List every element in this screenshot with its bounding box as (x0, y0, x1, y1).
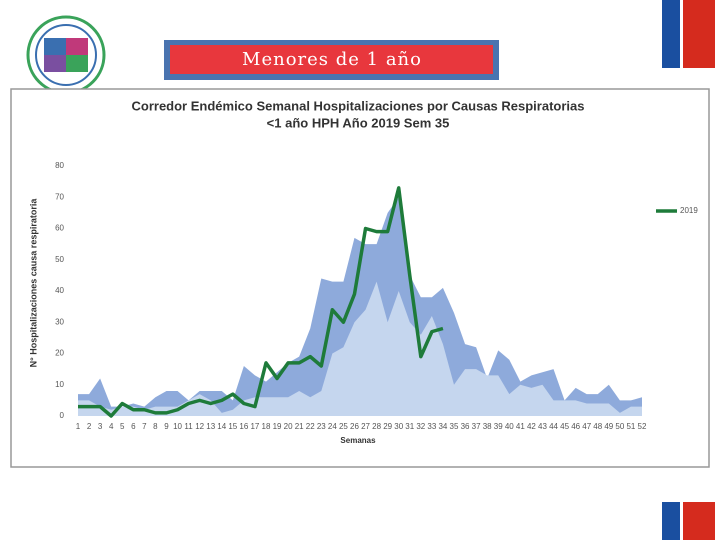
x-tick-label: 28 (372, 422, 381, 431)
x-tick-label: 50 (615, 422, 624, 431)
x-tick-label: 42 (527, 422, 536, 431)
x-tick-label: 35 (450, 422, 459, 431)
x-tick-label: 32 (416, 422, 425, 431)
flag-red (683, 0, 715, 68)
x-tick-label: 36 (461, 422, 470, 431)
x-tick-label: 19 (273, 422, 282, 431)
y-axis-label: N° Hospitalizaciones causa respiratoria (28, 198, 38, 368)
x-tick-label: 47 (582, 422, 591, 431)
x-tick-label: 40 (505, 422, 514, 431)
x-tick-label: 52 (638, 422, 647, 431)
y-tick-label: 80 (55, 161, 64, 170)
x-tick-label: 39 (494, 422, 503, 431)
x-tick-label: 48 (593, 422, 602, 431)
x-tick-label: 30 (394, 422, 403, 431)
x-tick-label: 29 (383, 422, 392, 431)
x-tick-label: 16 (239, 422, 248, 431)
x-tick-label: 38 (483, 422, 492, 431)
x-tick-label: 37 (472, 422, 481, 431)
x-tick-label: 24 (328, 422, 337, 431)
x-tick-label: 14 (217, 422, 226, 431)
line-2019 (78, 186, 444, 418)
x-axis-label: Semanas (340, 436, 376, 445)
y-tick-label: 10 (55, 380, 64, 389)
x-tick-label: 22 (306, 422, 315, 431)
x-tick-label: 26 (350, 422, 359, 431)
area (78, 197, 642, 416)
y-tick-label: 60 (55, 224, 64, 233)
x-tick-label: 12 (195, 422, 204, 431)
y-tick-label: 0 (60, 411, 65, 420)
x-tick-label: 17 (250, 422, 259, 431)
x-tick-label: 51 (626, 422, 635, 431)
x-tick-label: 10 (173, 422, 182, 431)
x-tick-label: 45 (560, 422, 569, 431)
x-tick-label: 21 (295, 422, 304, 431)
x-tick-label: 7 (142, 422, 147, 431)
x-tick-label: 6 (131, 422, 136, 431)
x-tick-label: 4 (109, 422, 114, 431)
x-tick-label: 3 (98, 422, 103, 431)
x-tick-label: 15 (228, 422, 237, 431)
area (78, 281, 642, 416)
chart-subtitle: <1 año HPH Año 2019 Sem 35 (267, 115, 450, 130)
x-tick-label: 2 (87, 422, 92, 431)
chart-title: Corredor Endémico Semanal Hospitalizacio… (132, 98, 585, 113)
x-tick-label: 46 (571, 422, 580, 431)
x-tick-label: 43 (538, 422, 547, 431)
x-tick-label: 23 (317, 422, 326, 431)
x-tick-label: 49 (604, 422, 613, 431)
legend-label: 2019 (680, 206, 698, 215)
flag-red (683, 502, 715, 540)
x-tick-label: 31 (405, 422, 414, 431)
x-tick-label: 34 (438, 422, 447, 431)
y-tick-label: 70 (55, 192, 64, 201)
slide-title: Menores de 1 año (242, 49, 422, 70)
x-tick-label: 33 (427, 422, 436, 431)
x-tick-label: 18 (262, 422, 271, 431)
logo (26, 15, 106, 95)
flag-blue (662, 502, 680, 540)
x-tick-label: 13 (206, 422, 215, 431)
x-tick-label: 27 (361, 422, 370, 431)
x-tick-label: 20 (284, 422, 293, 431)
x-tick-label: 9 (164, 422, 169, 431)
x-tick-label: 11 (184, 422, 193, 431)
x-tick-label: 1 (76, 422, 81, 431)
y-tick-label: 20 (55, 349, 64, 358)
x-tick-label: 25 (339, 422, 348, 431)
y-tick-label: 50 (55, 255, 64, 264)
y-tick-label: 40 (55, 286, 64, 295)
x-tick-label: 8 (153, 422, 158, 431)
x-tick-label: 5 (120, 422, 125, 431)
x-tick-label: 41 (516, 422, 525, 431)
x-tick-label: 44 (549, 422, 558, 431)
banner (170, 45, 493, 74)
y-tick-label: 30 (55, 317, 64, 326)
flag-blue (662, 0, 680, 68)
